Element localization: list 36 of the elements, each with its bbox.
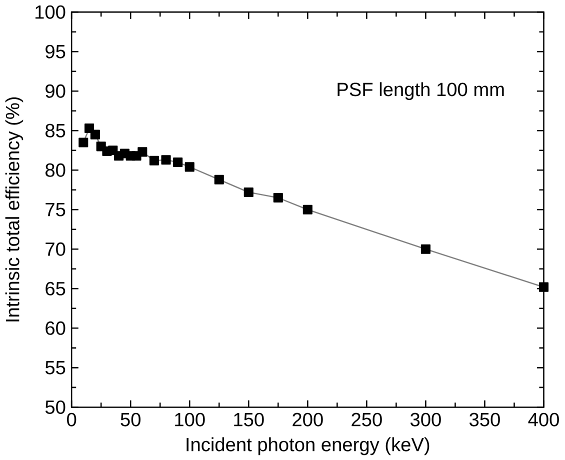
point xyxy=(420,244,430,254)
x-tick-label: 300 xyxy=(410,412,441,426)
point xyxy=(90,130,100,140)
x-tick-label: 0 xyxy=(67,412,76,426)
x-tick-label: 200 xyxy=(292,412,323,426)
x-tick-label: 250 xyxy=(352,412,382,426)
annotation: PSF length 100 mm xyxy=(338,82,504,100)
y-tick-label: 65 xyxy=(46,282,66,296)
x-tick-label: 150 xyxy=(234,412,264,426)
x-tick-label: 350 xyxy=(470,412,500,426)
y-tick-label: 95 xyxy=(46,44,66,58)
y-tick-label: 100 xyxy=(36,5,66,19)
point xyxy=(138,146,148,157)
point xyxy=(161,154,171,164)
y-tick-label: 70 xyxy=(46,242,66,256)
y-tick-label: 60 xyxy=(46,321,66,335)
y-tick-label: 50 xyxy=(45,400,66,414)
x-tick-label: 100 xyxy=(175,412,205,426)
y-tick-label: 90 xyxy=(46,84,66,98)
point xyxy=(302,204,312,214)
y-tick-label: 80 xyxy=(46,163,66,177)
x-tick-label: 50 xyxy=(120,412,140,426)
y-tick-label: 75 xyxy=(46,202,66,216)
point xyxy=(538,282,549,292)
y-axis-title: Intrinsic total efficiency (%) xyxy=(5,97,24,322)
x-tick-label: 400 xyxy=(528,412,559,426)
point xyxy=(78,137,88,148)
point xyxy=(273,192,283,202)
point xyxy=(149,156,159,166)
y-tick-label: 85 xyxy=(46,124,66,138)
point xyxy=(214,174,224,184)
point xyxy=(184,162,194,172)
point xyxy=(244,187,254,197)
point xyxy=(173,157,183,167)
y-tick-label: 55 xyxy=(45,360,66,374)
x-axis-title: Incident photon energy (keV) xyxy=(186,437,430,455)
